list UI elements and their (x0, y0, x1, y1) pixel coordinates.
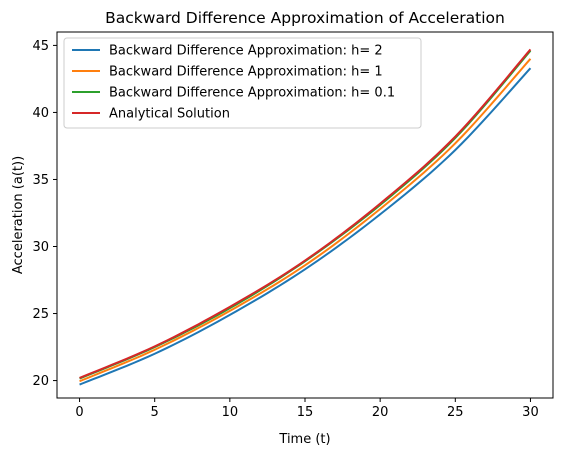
y-tick-label: 25 (32, 307, 49, 322)
legend-label: Backward Difference Approximation: h= 2 (109, 44, 383, 59)
x-axis: 0 5 10 15 20 25 30 (75, 398, 539, 420)
y-tick-label: 45 (32, 39, 49, 54)
x-tick-label: 0 (75, 405, 83, 420)
x-tick-label: 15 (297, 405, 314, 420)
y-tick-label: 35 (32, 173, 49, 188)
x-tick-label: 25 (447, 405, 464, 420)
legend: Backward Difference Approximation: h= 2 B… (63, 37, 422, 129)
legend-label: Analytical Solution (109, 107, 230, 122)
x-axis-title: Time (t) (278, 432, 330, 447)
y-axis-title: Acceleration (a(t)) (11, 156, 26, 274)
series-line-1 (79, 67, 532, 386)
y-axis: 20 25 30 35 40 45 (32, 39, 57, 389)
series-line-2 (79, 58, 532, 383)
legend-label: Backward Difference Approximation: h= 1 (109, 65, 383, 80)
series-line-4 (79, 48, 532, 379)
chart-title: Backward Difference Approximation of Acc… (105, 9, 505, 27)
x-tick-label: 10 (222, 405, 239, 420)
legend-label: Backward Difference Approximation: h= 0.… (109, 86, 395, 101)
x-tick-label: 20 (372, 405, 389, 420)
legend-box (63, 37, 422, 129)
y-tick-label: 30 (32, 240, 49, 255)
y-tick-label: 40 (32, 106, 49, 121)
x-tick-label: 30 (522, 405, 539, 420)
y-tick-label: 20 (32, 374, 49, 389)
x-tick-label: 5 (151, 405, 159, 420)
